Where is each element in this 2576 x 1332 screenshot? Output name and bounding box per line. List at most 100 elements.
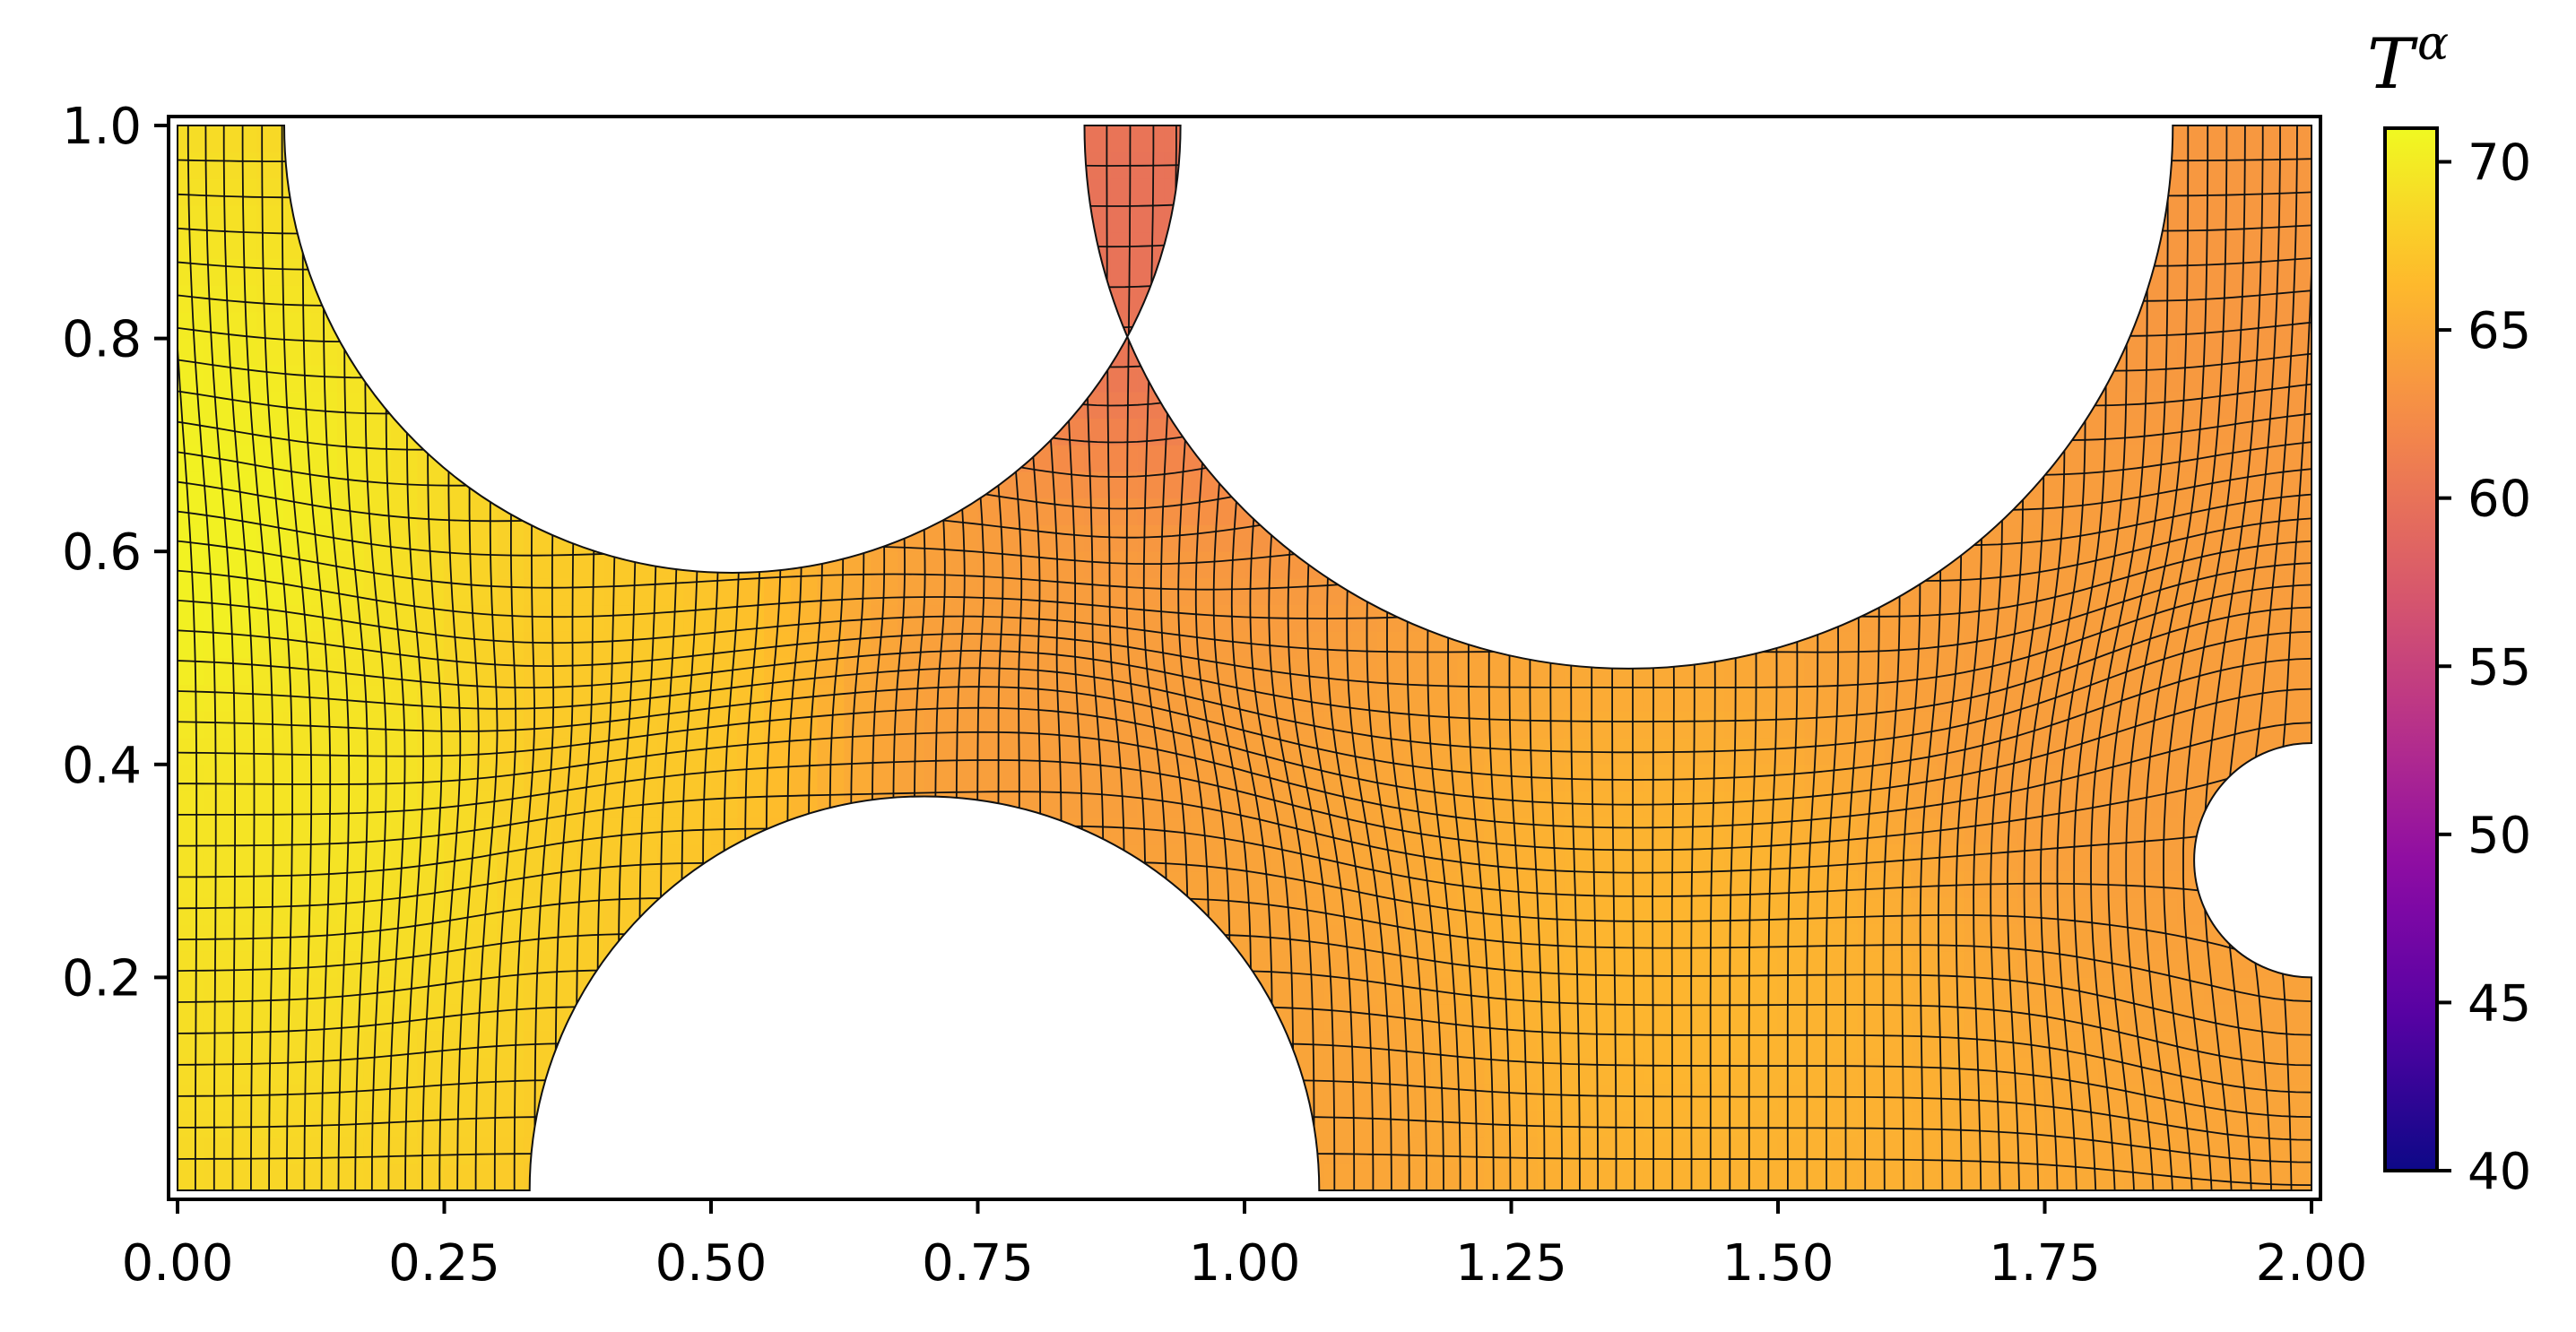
field-cell <box>737 604 765 632</box>
field-cell <box>178 630 205 659</box>
field-cell <box>470 710 499 739</box>
field-cell <box>1831 684 1859 712</box>
field-cell <box>2044 684 2072 712</box>
field-cell <box>1350 950 1379 978</box>
mesh-line-vertical <box>178 125 198 1190</box>
field-cell <box>603 577 632 606</box>
field-cell <box>256 843 285 872</box>
field-cell <box>337 817 365 845</box>
field-cell <box>1591 710 1618 739</box>
colorbar-title: Tα <box>2367 17 2449 105</box>
field-cell <box>1511 950 1539 978</box>
field-cell <box>2177 950 2206 978</box>
field-cell <box>844 764 872 791</box>
field-cell <box>950 684 978 712</box>
field-cell <box>497 1057 525 1085</box>
field-cell <box>178 151 205 179</box>
field-cell <box>603 791 632 818</box>
y-tick-label: 0.4 <box>62 737 142 795</box>
field-cell <box>1110 577 1139 606</box>
field-cell <box>1430 710 1459 739</box>
field-cell <box>1217 630 1245 659</box>
field-cell <box>444 524 472 552</box>
field-cell <box>1777 1057 1806 1085</box>
field-cell <box>1884 1057 1912 1085</box>
field-cell <box>2204 204 2233 233</box>
field-cell <box>283 338 312 366</box>
field-cell <box>1964 843 1992 872</box>
field-cell <box>2017 1057 2045 1085</box>
field-cell <box>1110 550 1139 579</box>
field-cell <box>1724 1110 1752 1138</box>
field-cell <box>1164 657 1192 686</box>
field-cell <box>1430 1057 1459 1085</box>
field-cell <box>1857 657 1886 686</box>
mesh-line-vertical <box>281 125 313 1190</box>
field-cell <box>1777 950 1806 978</box>
field-cell <box>497 657 525 686</box>
field-cell <box>2044 497 2072 525</box>
field-cell <box>1244 843 1272 872</box>
field-cell <box>1618 896 1645 925</box>
field-cell <box>390 1003 419 1032</box>
field-cell <box>417 896 445 925</box>
field-cell <box>683 764 712 791</box>
field-cell <box>1323 764 1352 791</box>
field-cell <box>178 843 205 872</box>
field-cell <box>1164 444 1192 472</box>
field-cell <box>710 737 739 765</box>
field-cell <box>256 497 285 525</box>
field-cell <box>1911 1030 1939 1058</box>
field-cell <box>1484 870 1512 898</box>
field-cell <box>1350 817 1379 845</box>
colorbar-tick-label: 50 <box>2468 807 2531 865</box>
field-cell <box>1003 657 1032 686</box>
mesh-line-vertical <box>2224 125 2281 1190</box>
field-cell <box>2044 1110 2072 1138</box>
field-cell <box>1884 1163 1912 1190</box>
field-cell <box>470 737 499 765</box>
field-cell <box>2124 418 2152 445</box>
field-cell <box>178 791 205 818</box>
field-cell <box>924 577 952 606</box>
field-cell <box>1137 444 1166 472</box>
field-cell <box>551 630 578 659</box>
field-cell <box>2044 1137 2072 1164</box>
mesh-line-vertical <box>2125 125 2190 1190</box>
field-cell <box>1804 1137 1832 1164</box>
field-cell <box>551 950 578 978</box>
x-axis: 0.00 0.25 0.50 0.75 1.00 1.25 1.50 1.75 2.00 <box>122 1199 2367 1293</box>
field-cell <box>204 577 231 606</box>
mesh-line-vertical <box>241 125 274 1190</box>
field-cell <box>2204 1003 2233 1032</box>
field-cell <box>470 1003 499 1032</box>
field-cell <box>1084 577 1112 606</box>
field-cell <box>2284 151 2311 179</box>
field-cell <box>1350 1003 1379 1032</box>
field-cell <box>1084 550 1112 579</box>
field-cell <box>2284 418 2311 445</box>
field-cell <box>1164 524 1192 552</box>
field-cell <box>444 630 472 659</box>
field-cell <box>1297 923 1325 952</box>
field-cell <box>1137 550 1166 579</box>
field-cell <box>444 737 472 765</box>
field-cell <box>1938 870 1965 898</box>
field-cell <box>1911 764 1939 791</box>
field-cell <box>524 764 551 791</box>
field-cell <box>2284 577 2311 606</box>
colorbar-tick-label: 70 <box>2468 134 2531 193</box>
field-cell <box>1644 1003 1672 1032</box>
field-cell <box>1511 1083 1539 1111</box>
field-cell <box>337 1163 365 1190</box>
field-cell <box>2017 1083 2045 1111</box>
field-cell <box>1777 896 1806 925</box>
field-cell <box>363 657 392 686</box>
mesh-line-vertical <box>2107 125 2169 1190</box>
field-cell <box>497 950 525 978</box>
field-cell <box>390 1137 419 1164</box>
field-cell <box>603 817 632 845</box>
field-cell <box>2258 258 2285 286</box>
field-cell <box>1137 630 1166 659</box>
mesh-line-vertical <box>2245 125 2298 1190</box>
